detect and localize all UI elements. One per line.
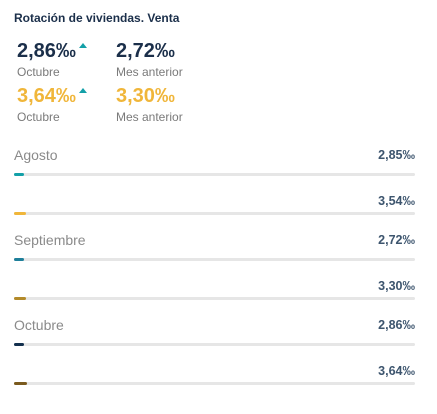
- bar-track: [14, 297, 415, 300]
- kpi-label: Mes anterior: [116, 65, 183, 79]
- kpi-current-gold: 3,64‰ Octubre: [17, 84, 87, 124]
- trend-up-icon: [78, 88, 87, 93]
- month-label: Septiembre: [14, 232, 86, 248]
- bar-value-label: 3,54‰: [378, 194, 415, 208]
- bar-fill: [14, 297, 26, 300]
- month-label: Agosto: [14, 147, 58, 163]
- bar-track: [14, 382, 415, 385]
- bar-value-label: 2,85‰: [378, 148, 415, 162]
- kpi-label: Octubre: [17, 110, 60, 124]
- bar-value-label: 2,72‰: [378, 233, 415, 247]
- kpi-label: Octubre: [17, 65, 60, 79]
- bar-fill: [14, 173, 25, 176]
- kpi-previous-gold: 3,30‰ Mes anterior: [116, 84, 183, 124]
- kpi-value: 2,86‰: [17, 40, 76, 62]
- bar-track: [14, 212, 415, 215]
- bar-value-label: 2,86‰: [378, 318, 415, 332]
- kpi-label: Mes anterior: [116, 110, 183, 124]
- trend-up-icon: [78, 43, 87, 48]
- kpi-current-teal: 2,86‰ Octubre: [17, 39, 87, 79]
- bar-value-label: 3,64‰: [378, 364, 415, 378]
- kpi-value: 2,72‰: [116, 40, 175, 62]
- bar-track: [14, 343, 415, 346]
- bar-fill: [14, 258, 24, 261]
- bar-fill: [14, 212, 27, 215]
- kpi-value: 3,30‰: [116, 85, 175, 107]
- kpi-previous-teal: 2,72‰ Mes anterior: [116, 39, 183, 79]
- widget-title: Rotación de viviendas. Venta: [14, 11, 180, 25]
- month-label: Octubre: [14, 317, 64, 333]
- bar-fill: [14, 382, 27, 385]
- bar-fill: [14, 343, 25, 346]
- bar-track: [14, 258, 415, 261]
- bar-value-label: 3,30‰: [378, 279, 415, 293]
- bar-track: [14, 173, 415, 176]
- kpi-value: 3,64‰: [17, 85, 76, 107]
